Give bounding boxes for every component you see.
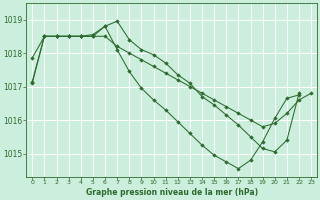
X-axis label: Graphe pression niveau de la mer (hPa): Graphe pression niveau de la mer (hPa) xyxy=(86,188,258,197)
